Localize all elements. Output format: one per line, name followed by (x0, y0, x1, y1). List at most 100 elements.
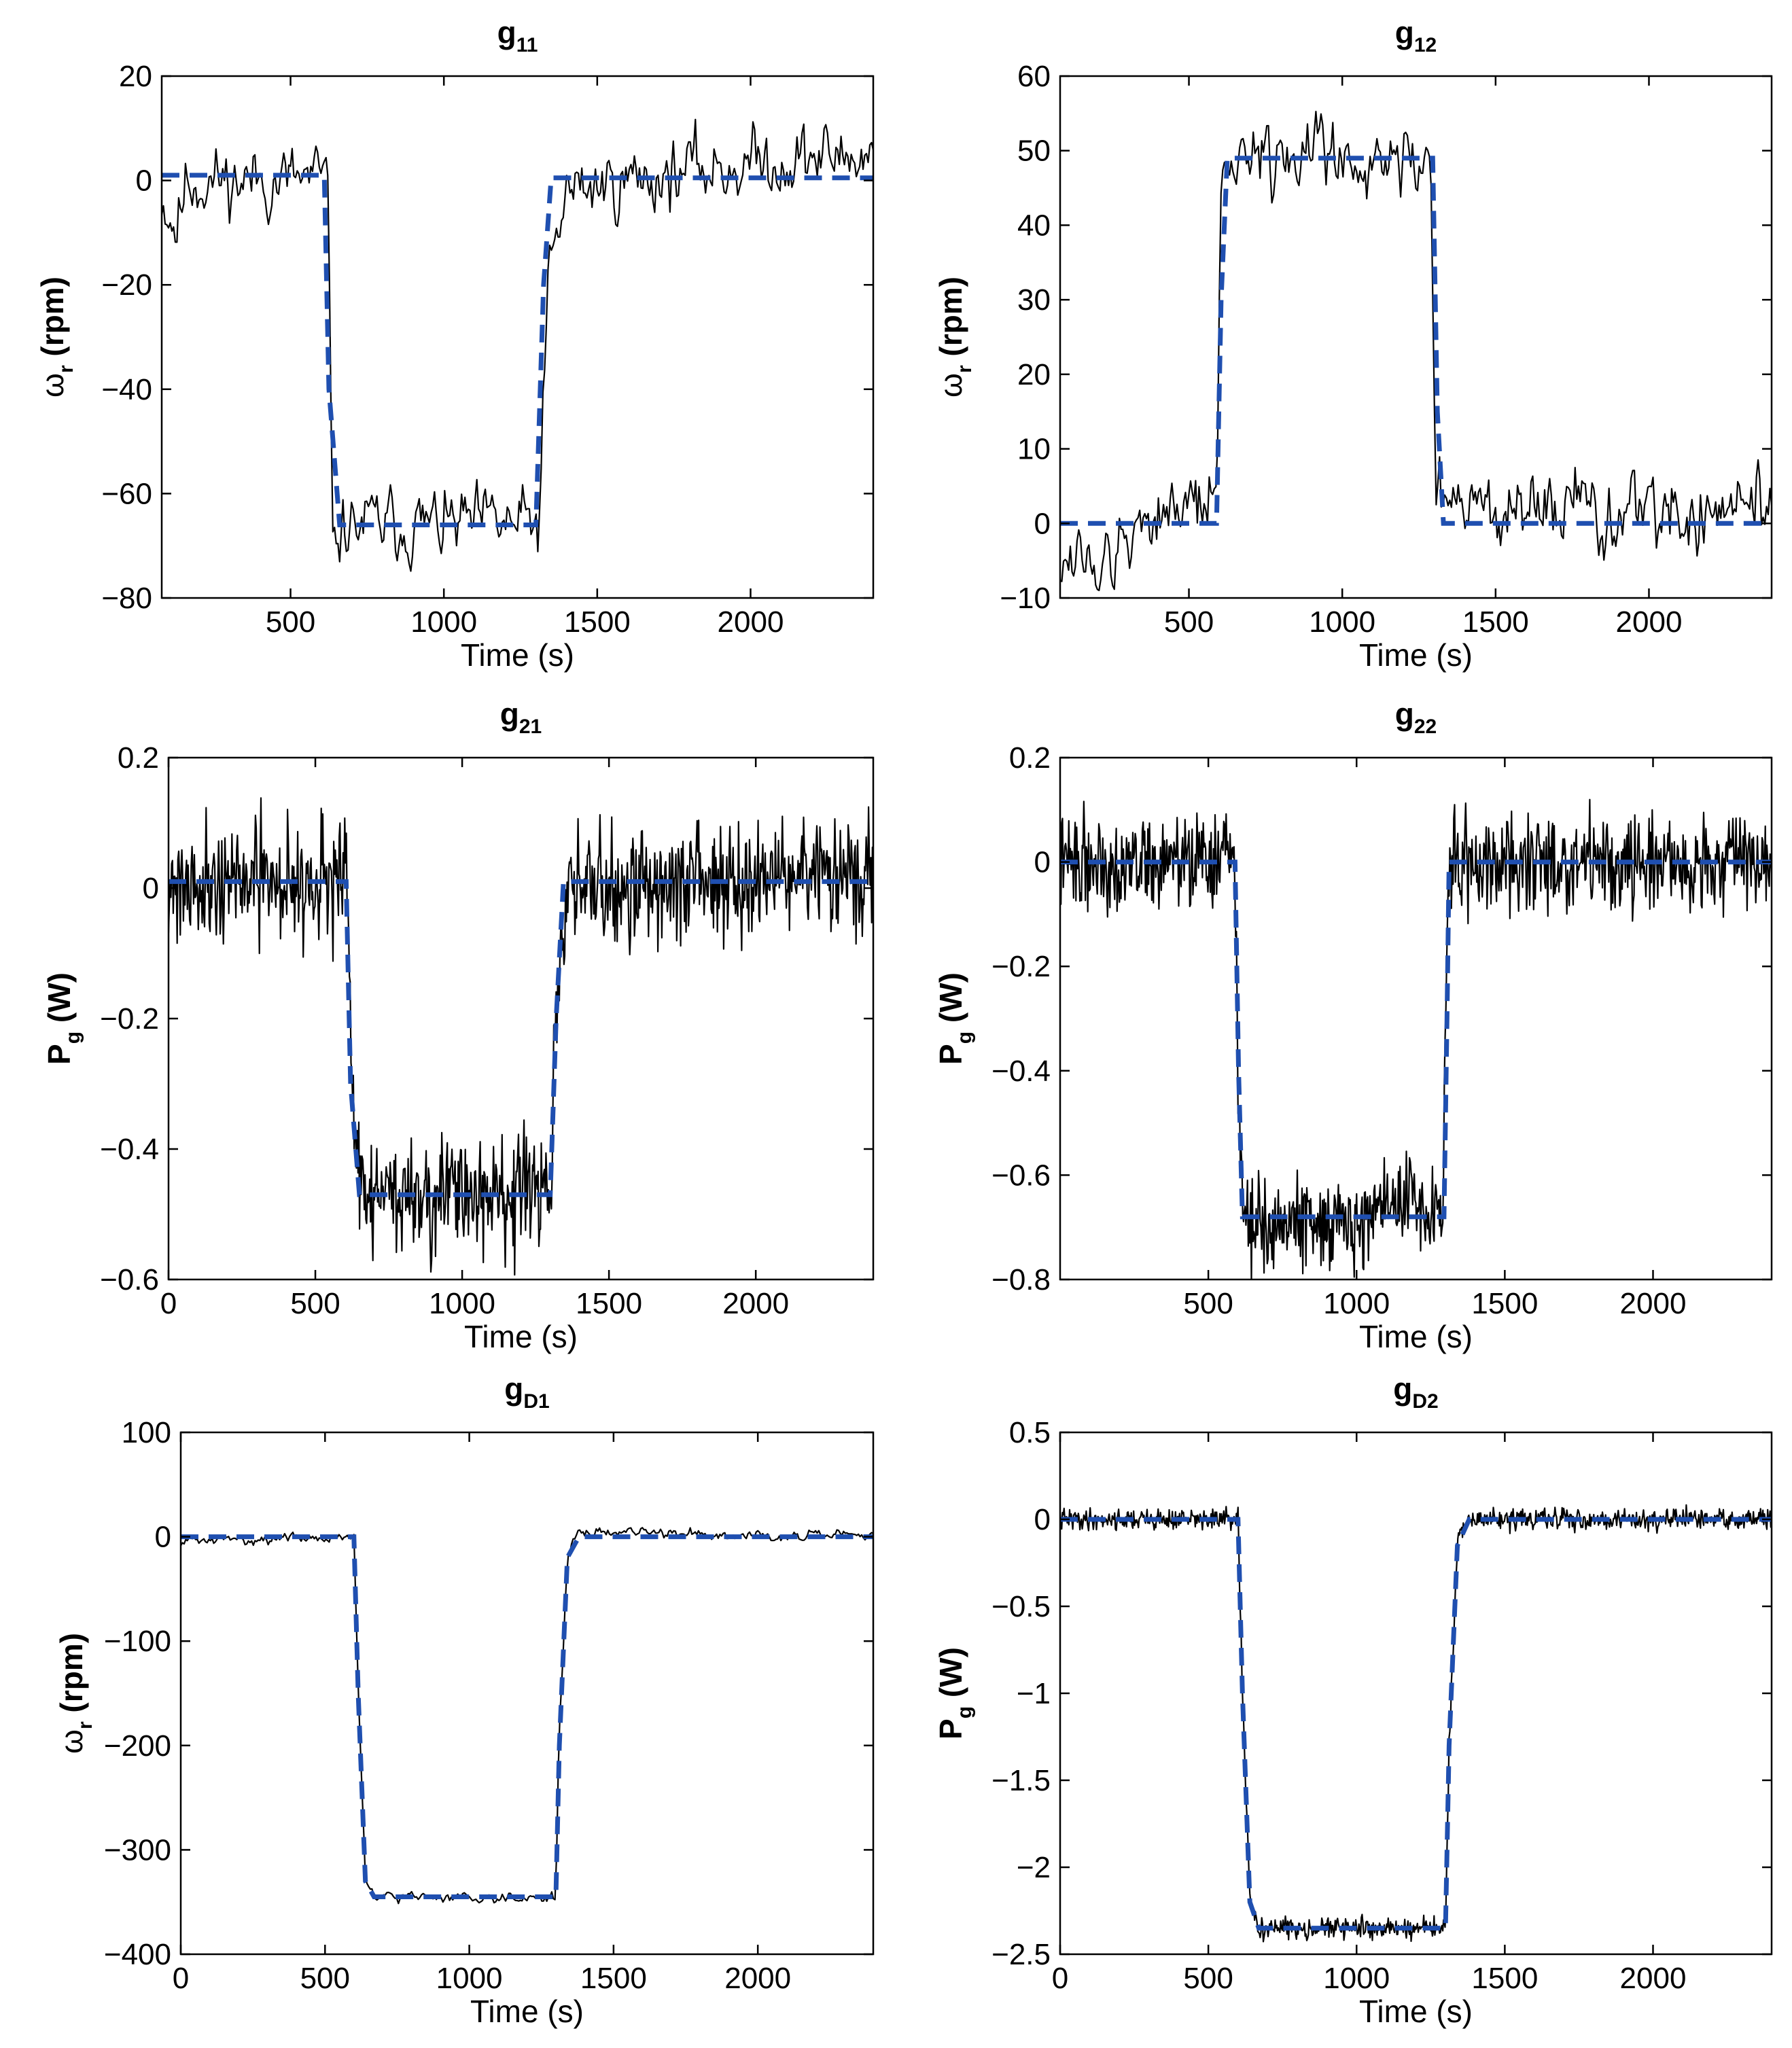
y-axis-label-main: P (41, 1044, 77, 1065)
model-series-line (1060, 1517, 1772, 1931)
x-tick-label: 1000 (1323, 1287, 1390, 1320)
x-tick-label: 1000 (1309, 605, 1375, 639)
y-tick-label: 0 (1034, 507, 1051, 540)
x-tick-label: 2000 (1620, 1962, 1687, 1995)
y-tick-label: −0.8 (991, 1263, 1051, 1296)
y-axis-label-unit: (W) (933, 972, 968, 1031)
y-tick-label: 20 (1017, 358, 1051, 391)
panel-title-sub: 22 (1414, 716, 1437, 738)
y-axis-label-unit: (rpm) (35, 277, 70, 365)
y-tick-label: 0 (1034, 1503, 1051, 1536)
x-tick-label: 0 (173, 1962, 189, 1995)
measured-series-line (1060, 1504, 1772, 1943)
x-tick-label: 0 (160, 1287, 177, 1320)
panel-title-sub: 21 (519, 716, 542, 738)
model-series-line (181, 1534, 873, 1899)
panel-title-main: g (500, 696, 519, 732)
y-tick-label: 0.5 (1009, 1416, 1051, 1449)
y-tick-label: −2.5 (991, 1938, 1051, 1971)
x-axis-label: Time (s) (464, 1319, 578, 1354)
y-tick-label: 100 (122, 1416, 171, 1449)
y-tick-label: −1 (1017, 1677, 1051, 1710)
panel-title-main: g (504, 1371, 523, 1407)
panel-g22: 500 1000 1500 2000 0.2 0 −0.2 −0.4 −0.6 −0.8 Time … (933, 696, 1773, 1354)
y-axis-label-main: P (933, 1718, 968, 1740)
panel-title: gD2 (1393, 1371, 1438, 1413)
y-tick-label: 0 (143, 872, 159, 905)
panel-title-sub: 11 (516, 34, 538, 56)
y-axis-label-sub: r (74, 1721, 96, 1729)
y-axis-label-main: ω (933, 373, 968, 398)
panel-title-sub: 12 (1414, 34, 1437, 56)
x-tick-label: 500 (266, 605, 315, 639)
y-axis-label-unit: (rpm) (54, 1633, 89, 1721)
y-tick-label: 30 (1017, 283, 1051, 317)
panel-gD1: 0 500 1000 1500 20001000−100−200−300−400Time… (54, 1371, 875, 2029)
x-axis-label: Time (s) (1359, 1319, 1473, 1354)
x-tick-label: 500 (1183, 1287, 1233, 1320)
y-tick-label: −0.4 (100, 1133, 159, 1166)
y-tick-label: 0 (1034, 846, 1051, 879)
x-tick-label: 1500 (580, 1962, 647, 1995)
x-tick-label: 500 (1164, 605, 1214, 639)
plot-frame (1059, 75, 1773, 599)
y-tick-label: −1.5 (991, 1764, 1051, 1797)
x-tick-label: 1500 (564, 605, 631, 639)
y-tick-label: −0.2 (100, 1002, 159, 1036)
x-tick-label: 1000 (410, 605, 477, 639)
model-series-line (1060, 860, 1772, 1220)
y-axis-label-main: ω (54, 1729, 89, 1754)
panel-g11: 500 1000 1500 2000 20 0 −20 −40 −60 −80 Time (s) ωr… (35, 15, 875, 673)
panel-g21: 0 500 1000 1500 2000 0.2 0 −0.2 −0.4 −0.6 Time (s)… (41, 696, 875, 1354)
y-axis-label-sub: r (953, 365, 976, 373)
y-tick-label: −300 (104, 1833, 171, 1867)
y-axis-label-sub: g (62, 1031, 84, 1044)
measured-series-line (1060, 111, 1772, 592)
y-tick-label: 10 (1017, 433, 1051, 466)
y-tick-label: −10 (1000, 582, 1051, 615)
x-axis-label: Time (s) (461, 637, 574, 673)
x-axis-label: Time (s) (470, 1994, 584, 2029)
panel-title-main: g (1395, 15, 1414, 50)
y-tick-label: −2 (1017, 1851, 1051, 1884)
y-tick-label: −0.5 (991, 1590, 1051, 1623)
y-tick-label: −0.6 (991, 1159, 1051, 1192)
plot-frame (1059, 1431, 1773, 1956)
x-tick-label: 1000 (429, 1287, 495, 1320)
panel-title-main: g (1395, 696, 1414, 732)
y-tick-label: −100 (104, 1625, 171, 1658)
x-tick-label: 2000 (724, 1962, 791, 1995)
x-tick-label: 500 (290, 1287, 340, 1320)
panel-title-sub: D1 (523, 1390, 549, 1413)
panel-title-main: g (497, 15, 516, 50)
y-axis-label-unit: (W) (41, 972, 77, 1031)
y-tick-label: −60 (101, 477, 152, 510)
x-axis-label: Time (s) (1359, 1994, 1473, 2029)
measured-series-line (162, 118, 873, 572)
y-axis-label-main: P (933, 1044, 968, 1065)
plot-frame (160, 75, 875, 599)
y-tick-label: −400 (104, 1938, 171, 1971)
panel-title-main: g (1393, 1371, 1412, 1407)
measured-series-line (181, 1527, 873, 1905)
x-tick-label: 1500 (576, 1287, 642, 1320)
y-tick-label: 50 (1017, 135, 1051, 168)
y-tick-label: 0.2 (118, 741, 159, 775)
x-tick-label: 1500 (1462, 605, 1529, 639)
measured-series-line (1060, 798, 1772, 1279)
x-tick-label: 500 (300, 1962, 350, 1995)
y-axis-label: Pg (W) (933, 1647, 976, 1740)
x-tick-label: 2000 (1620, 1287, 1687, 1320)
plot-frame (1059, 756, 1773, 1281)
y-axis-label-main: ω (35, 373, 70, 398)
y-axis-label: Pg (W) (933, 972, 976, 1065)
y-axis-label: ωr (rpm) (35, 277, 77, 398)
model-series-line (1060, 156, 1772, 526)
y-axis-label: ωr (rpm) (933, 277, 976, 398)
panel-title: g22 (1395, 696, 1437, 738)
y-tick-label: −200 (104, 1729, 171, 1763)
y-axis-label-sub: g (953, 1031, 976, 1044)
x-axis-label: Time (s) (1359, 637, 1473, 673)
y-tick-label: 40 (1017, 209, 1051, 242)
